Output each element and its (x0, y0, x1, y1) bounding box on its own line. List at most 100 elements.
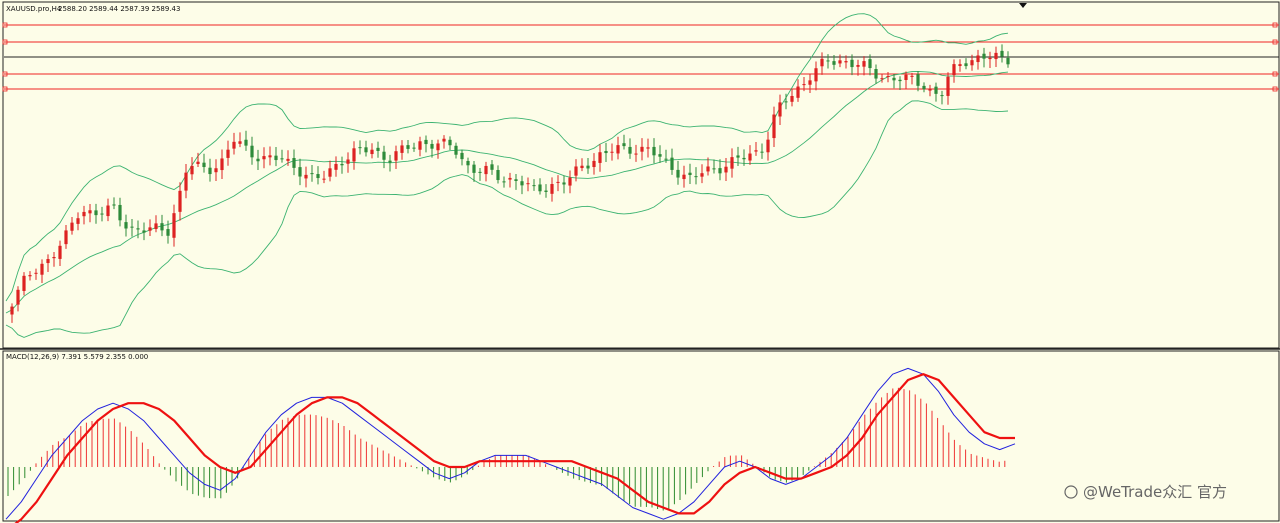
candle-body (790, 95, 794, 102)
candle (592, 153, 596, 175)
symbol-label: XAUUSD.pro,H4 (6, 5, 62, 13)
candle-body (592, 160, 596, 168)
candle-body (418, 141, 422, 150)
candle-body (352, 148, 356, 162)
signal-line (14, 373, 1015, 523)
candle (430, 139, 434, 158)
candle (196, 152, 200, 168)
candle-body (436, 143, 440, 151)
candle (856, 59, 860, 76)
candle-body (346, 159, 350, 164)
macd-label: MACD(12,26,9) 7.391 5.579 2.355 0.000 (6, 353, 148, 361)
candle (70, 216, 74, 235)
candle-body (946, 76, 950, 96)
candle-body (220, 158, 224, 171)
candle (448, 136, 452, 151)
shift-marker-icon[interactable] (1019, 3, 1027, 8)
candle-body (484, 165, 488, 175)
candle-body (490, 164, 494, 170)
candle-body (154, 223, 158, 230)
candle (952, 59, 956, 83)
candle (586, 157, 590, 174)
candle (412, 142, 416, 152)
candle-body (538, 184, 542, 192)
candle-body (646, 147, 650, 149)
candle-body (394, 151, 398, 161)
candle-body (952, 64, 956, 76)
candle (820, 52, 824, 75)
candle-body (748, 153, 752, 161)
candle (994, 46, 998, 67)
candle-body (508, 177, 512, 180)
macd-pane[interactable]: MACD(12,26,9) 7.391 5.579 2.355 0.000 (2, 350, 1280, 523)
candle (826, 54, 830, 69)
candle-body (844, 61, 848, 63)
candle-body (364, 147, 368, 153)
candle (940, 90, 944, 105)
candle (886, 72, 890, 83)
candle-body (250, 145, 254, 158)
candle (718, 159, 722, 181)
candle-body (118, 204, 122, 221)
candle-body (28, 275, 32, 277)
candle-body (892, 77, 896, 81)
candle (466, 157, 470, 174)
candle (1000, 44, 1004, 63)
candle (568, 170, 572, 194)
candle (910, 72, 914, 85)
candle (76, 212, 80, 231)
price-pane[interactable]: XAUUSD.pro,H4 2588.20 2589.44 2587.39 25… (2, 1, 1280, 349)
candle (928, 84, 932, 97)
candle (964, 58, 968, 70)
candle-body (448, 139, 452, 146)
candle (868, 54, 872, 76)
candle-body (232, 141, 236, 149)
candle-body (976, 55, 980, 63)
candle-body (412, 147, 416, 149)
candle-body (724, 166, 728, 173)
candle (64, 224, 68, 249)
price-pane-frame (2, 1, 1280, 349)
candle-body (832, 61, 836, 65)
candle-body (874, 68, 878, 79)
macd-line (5, 367, 1016, 520)
candle (106, 198, 110, 222)
candle (238, 132, 242, 148)
candle-body (694, 176, 698, 178)
candle-body (628, 146, 632, 154)
candle-body (850, 59, 854, 68)
candle-body (10, 306, 14, 315)
candle-body (286, 158, 290, 161)
candle (658, 145, 662, 163)
candle-body (148, 227, 152, 231)
candle-body (322, 178, 326, 180)
candle-body (760, 151, 764, 153)
candle-body (682, 174, 686, 180)
candle-body (40, 263, 44, 275)
candle (88, 203, 92, 223)
candle-body (208, 167, 212, 175)
candle-body (598, 152, 602, 163)
candle (982, 47, 986, 68)
candle (364, 140, 368, 157)
candle-body (88, 210, 92, 214)
candle (202, 153, 206, 173)
candle-body (970, 60, 974, 66)
candle-body (370, 149, 374, 155)
candle-body (964, 63, 968, 67)
candle (880, 73, 884, 83)
candle (214, 159, 218, 182)
candle-body (172, 213, 176, 238)
candle (166, 220, 170, 244)
candle (370, 143, 374, 159)
candle (634, 144, 638, 162)
candle-body (658, 154, 662, 157)
candle (580, 158, 584, 172)
candle (538, 178, 542, 195)
candle (262, 147, 266, 169)
candle-body (868, 59, 872, 69)
candle (424, 135, 428, 153)
candle (394, 145, 398, 170)
